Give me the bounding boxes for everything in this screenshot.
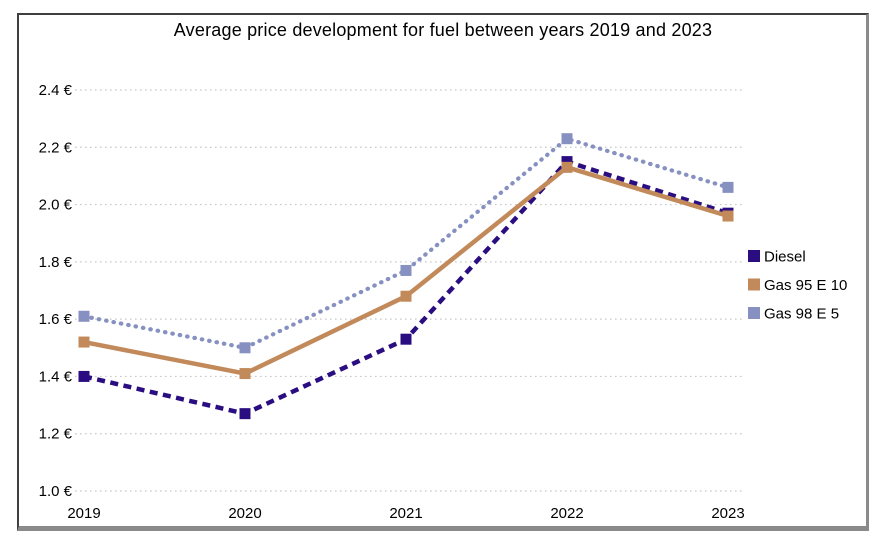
data-point-marker bbox=[400, 333, 412, 345]
data-point-marker bbox=[78, 336, 90, 348]
y-axis-tick-label: 2.2 € bbox=[39, 139, 73, 156]
data-point-marker bbox=[239, 368, 251, 380]
data-point-marker bbox=[78, 310, 90, 322]
legend-swatch-diesel bbox=[748, 250, 760, 262]
x-axis-tick-label: 2020 bbox=[228, 505, 261, 522]
y-axis-tick-label: 1.8 € bbox=[39, 254, 73, 271]
series-line-gas-98-e-5 bbox=[81, 136, 731, 350]
data-point-marker bbox=[561, 156, 573, 168]
x-axis-tick-label: 2019 bbox=[67, 505, 100, 522]
legend-swatch-gas-98-e-5 bbox=[748, 307, 760, 319]
data-point-marker bbox=[239, 408, 251, 420]
y-axis-tick-label: 2.0 € bbox=[39, 197, 73, 214]
y-axis-tick-label: 1.0 € bbox=[39, 483, 73, 500]
legend-item-label: Diesel bbox=[764, 249, 806, 266]
data-point-marker bbox=[400, 264, 412, 276]
y-axis-tick-label: 1.2 € bbox=[39, 426, 73, 443]
data-point-marker bbox=[561, 161, 573, 173]
data-point-marker bbox=[239, 342, 251, 354]
legend-item-label: Gas 98 E 5 bbox=[764, 306, 839, 323]
chart-title: Average price development for fuel betwe… bbox=[173, 20, 713, 40]
x-axis-tick-label: 2021 bbox=[389, 505, 422, 522]
y-axis-tick-label: 1.6 € bbox=[39, 311, 73, 328]
y-axis-tick-label: 1.4 € bbox=[39, 368, 73, 385]
data-point-marker bbox=[400, 290, 412, 302]
data-point-marker bbox=[561, 133, 573, 145]
legend-item-label: Gas 95 E 10 bbox=[764, 277, 847, 294]
x-axis-tick-label: 2023 bbox=[711, 505, 744, 522]
x-axis-tick-label: 2022 bbox=[550, 505, 583, 522]
data-point-marker bbox=[722, 181, 734, 193]
data-point-marker bbox=[78, 370, 90, 382]
legend-swatch-gas-95-e-10 bbox=[748, 278, 760, 291]
chart-frame bbox=[17, 13, 869, 531]
y-axis-tick-label: 2.4 € bbox=[39, 82, 73, 99]
data-point-marker bbox=[722, 210, 734, 222]
